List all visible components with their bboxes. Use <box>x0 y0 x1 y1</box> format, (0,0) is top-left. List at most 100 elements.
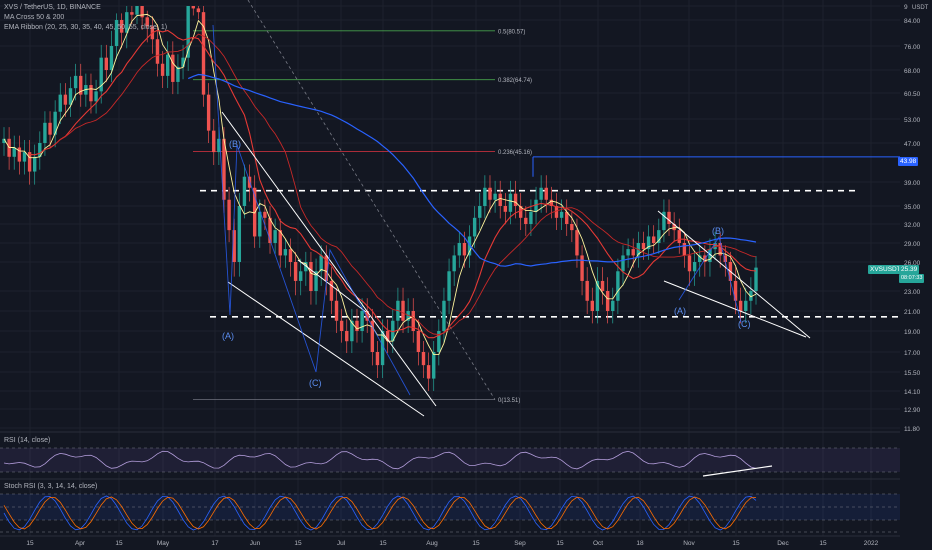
candle-body <box>309 262 313 291</box>
time-tick-label: 15 <box>472 540 480 547</box>
candle-body <box>565 211 569 224</box>
price-tick-label: 39.00 <box>904 180 921 187</box>
candle-body <box>580 255 584 281</box>
candle-body <box>252 187 257 237</box>
candle-body <box>657 230 661 243</box>
fib-label: 0.382(64.74) <box>498 78 532 84</box>
time-tick-label: 15 <box>294 540 302 547</box>
stoch-rsi-title[interactable]: Stoch RSI (3, 3, 14, 14, close) <box>4 483 98 490</box>
candle-body <box>48 122 52 135</box>
moving-averages <box>3 13 757 356</box>
price-tick-label: 12.90 <box>904 407 921 414</box>
candles <box>2 6 758 391</box>
price-tick-label: 26.00 <box>904 260 921 267</box>
candle-body <box>283 249 288 256</box>
candle-body <box>304 262 308 272</box>
time-tick-label: 15 <box>115 540 123 547</box>
price-tick-label: 21.00 <box>904 309 921 316</box>
time-tick-label: Dec <box>777 540 789 547</box>
rsi-line <box>3 450 757 470</box>
fib-label: 0.5(80.57) <box>498 29 525 35</box>
candle-body <box>2 138 6 143</box>
candle-body <box>682 243 687 256</box>
wedge-line-4 <box>297 259 367 313</box>
candle-body <box>508 193 513 212</box>
candle-body <box>104 57 109 70</box>
fib-label: 0.236(45.16) <box>498 150 532 156</box>
candle-body <box>631 249 635 256</box>
candle-body <box>749 291 753 301</box>
candle-body <box>196 8 201 13</box>
price-tick-label: 11.80 <box>904 426 920 433</box>
candle-body <box>334 300 339 321</box>
price-tick-label: 17.00 <box>904 350 921 357</box>
candle-body <box>447 271 451 301</box>
time-tick-label: 15 <box>732 540 740 547</box>
price-tick-label: 84.00 <box>904 18 921 25</box>
candle-body <box>278 230 282 256</box>
price-tick-label: 14.10 <box>904 389 921 396</box>
countdown-badge: 08:07:33 <box>899 274 925 283</box>
candle-body <box>385 331 390 342</box>
wave-path-2 <box>678 235 742 323</box>
price-tick-label: 23.00 <box>904 289 921 296</box>
wave-label: (C) <box>309 378 322 388</box>
grid <box>0 0 900 536</box>
indicator-ema-ribbon[interactable]: EMA Ribbon (20, 25, 30, 35, 40, 45, 50, … <box>4 24 168 31</box>
candle-body <box>467 236 472 256</box>
price-tick-label: 32.00 <box>904 222 921 229</box>
candle-body <box>288 249 293 262</box>
candle-body <box>432 352 436 379</box>
fib-trend-line <box>247 0 496 400</box>
candle-body <box>539 187 543 200</box>
fib-label: 0(13.51) <box>498 398 520 404</box>
candle-body <box>462 243 467 256</box>
candle-body <box>53 111 57 135</box>
candle-body <box>339 320 344 331</box>
wedge-line-3 <box>663 280 807 338</box>
candle-body <box>263 211 267 218</box>
time-tick-label: 15 <box>556 540 564 547</box>
candle-body <box>119 20 124 33</box>
stoch-k-line <box>3 495 757 531</box>
candle-body <box>621 255 625 272</box>
rsi-title[interactable]: RSI (14, close) <box>4 437 51 444</box>
candle-body <box>43 122 47 143</box>
candle-body <box>718 243 722 256</box>
candle-body <box>268 217 272 243</box>
price-tick-label: 29.00 <box>904 241 921 248</box>
candle-body <box>293 262 298 281</box>
ema-fast-line <box>3 13 757 356</box>
candle-body <box>498 193 502 206</box>
wave-label: (A) <box>674 306 686 316</box>
candle-body <box>58 94 62 112</box>
candle-body <box>733 280 738 301</box>
indicator-ma-cross[interactable]: MA Cross 50 & 200 <box>4 14 65 21</box>
candle-body <box>242 176 247 206</box>
candle-body <box>375 352 380 366</box>
candle-body <box>744 300 748 311</box>
price-tick-label: 19.00 <box>904 329 921 336</box>
time-tick-label: Jul <box>337 540 346 547</box>
candle-body <box>426 365 431 379</box>
candle-body <box>171 54 175 82</box>
candle-body <box>554 206 559 218</box>
candle-body <box>258 211 262 237</box>
time-tick-label: 18 <box>636 540 644 547</box>
candle-body <box>559 211 564 218</box>
candle-body <box>483 187 487 206</box>
wave-labels: (B) (A) (C) (B) (A) (C) <box>222 139 751 388</box>
time-tick-label: 15 <box>819 540 827 547</box>
candle-body <box>222 138 226 200</box>
candle-body <box>166 54 170 76</box>
price-tick-label: 76.00 <box>904 44 921 51</box>
candle-body <box>585 280 589 301</box>
wave-label: (B) <box>712 226 724 236</box>
fib-labels: 0.5(80.57) 0.382(64.74) 0.236(45.16) 0(13.5… <box>498 29 532 404</box>
candle-body <box>329 280 334 301</box>
ma200-line <box>187 73 757 267</box>
candle-body <box>140 6 144 18</box>
candle-body <box>17 147 22 162</box>
